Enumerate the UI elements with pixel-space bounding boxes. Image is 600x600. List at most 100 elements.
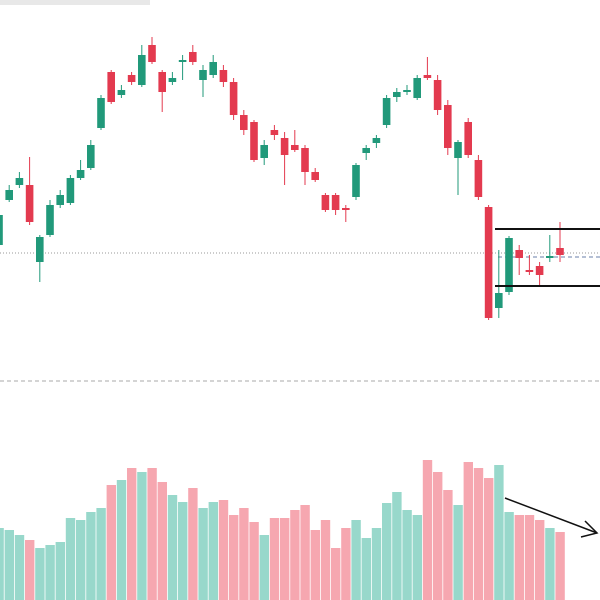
volume-bar xyxy=(402,510,412,600)
arrow-head xyxy=(580,520,599,538)
candle-body xyxy=(250,122,258,160)
volume-bar xyxy=(14,535,25,600)
candle-body xyxy=(107,72,115,102)
candle-body xyxy=(76,170,85,178)
volume-bar xyxy=(392,492,402,600)
volume-bar xyxy=(341,528,351,600)
volume-bar xyxy=(208,502,218,600)
candle-body xyxy=(352,165,360,197)
volume-bar xyxy=(371,528,382,600)
candle-body xyxy=(148,45,156,62)
candle-body xyxy=(25,185,34,222)
volume-bar xyxy=(198,508,208,600)
volume-bar xyxy=(239,508,249,600)
volume-bar xyxy=(473,468,484,600)
candle-body xyxy=(36,237,44,262)
volume-bar xyxy=(463,462,473,600)
volume-bar xyxy=(96,508,106,600)
candle-body xyxy=(0,215,3,245)
volume-bar xyxy=(86,512,96,600)
volume-bar xyxy=(443,490,453,600)
candle-body xyxy=(301,148,309,172)
candle-body xyxy=(393,92,401,97)
candle-body xyxy=(556,248,564,255)
candle-body xyxy=(444,105,452,148)
volume-bar xyxy=(35,548,45,600)
candle-body xyxy=(464,122,472,155)
candle-body xyxy=(382,98,391,125)
volume-bar xyxy=(555,532,565,600)
volume-bar xyxy=(514,515,524,600)
volume-bar xyxy=(300,505,310,600)
volume-bar xyxy=(545,528,555,600)
volume-bar xyxy=(433,472,443,600)
candle-body xyxy=(219,70,228,82)
candle-body xyxy=(342,208,350,210)
volume-bar xyxy=(504,512,514,600)
volume-bar xyxy=(351,520,361,600)
volume-bar xyxy=(229,515,239,600)
volume-bar xyxy=(320,520,331,600)
candle-body xyxy=(260,145,268,158)
volume-bar xyxy=(25,540,35,600)
toolbar-strip xyxy=(0,0,150,5)
candle-body xyxy=(454,142,462,158)
volume-bar xyxy=(218,500,229,600)
candle-body xyxy=(413,78,421,98)
candle-body xyxy=(56,195,64,205)
candle-body xyxy=(362,148,370,153)
volume-bar xyxy=(116,480,127,600)
volume-bar xyxy=(106,485,116,600)
volume-bar xyxy=(290,510,300,600)
candle-body xyxy=(535,266,544,275)
volume-bar xyxy=(310,530,320,600)
trend-arrow xyxy=(504,497,598,534)
volume-bar xyxy=(524,515,535,600)
volume-bar xyxy=(45,545,55,600)
candle-body xyxy=(515,250,523,258)
candle-body xyxy=(178,60,187,62)
candle-body xyxy=(280,138,289,155)
candle-body xyxy=(168,78,177,82)
volume-bar xyxy=(178,502,188,600)
candle-body xyxy=(525,270,534,272)
volume-bar xyxy=(76,520,86,600)
candle-body xyxy=(97,98,105,128)
candle-body xyxy=(209,62,217,75)
candle-body xyxy=(127,75,136,82)
marks xyxy=(0,37,565,600)
candle-body xyxy=(189,52,197,62)
candle-body xyxy=(372,138,381,143)
candle-body xyxy=(15,178,24,185)
candle-body xyxy=(321,195,330,210)
candle-body xyxy=(66,178,75,203)
volume-bar xyxy=(494,465,504,600)
candle-body xyxy=(117,90,126,95)
candle-body xyxy=(484,207,493,318)
volume-bar xyxy=(55,542,65,600)
volume-bar xyxy=(157,482,167,600)
candle-body xyxy=(433,80,442,110)
volume-bar xyxy=(269,518,280,600)
candle-body xyxy=(495,293,503,308)
volume-bar xyxy=(331,548,341,600)
candle-body xyxy=(474,160,483,197)
candle-body xyxy=(505,238,513,292)
volume-bar xyxy=(65,518,76,600)
volume-bar xyxy=(188,488,198,600)
volume-bar xyxy=(0,528,4,600)
volume-bar xyxy=(4,530,14,600)
volume-bar xyxy=(382,503,392,600)
volume-bar xyxy=(535,520,545,600)
volume-bar xyxy=(280,518,290,600)
volume-bar xyxy=(453,505,463,600)
candle-body xyxy=(87,145,95,168)
volume-bar xyxy=(422,460,433,600)
candle-body xyxy=(291,145,299,150)
candle-body xyxy=(229,82,238,115)
candle-body xyxy=(331,195,340,210)
volume-bar xyxy=(127,468,137,600)
candle-body xyxy=(546,256,554,258)
candle-body xyxy=(240,115,248,130)
